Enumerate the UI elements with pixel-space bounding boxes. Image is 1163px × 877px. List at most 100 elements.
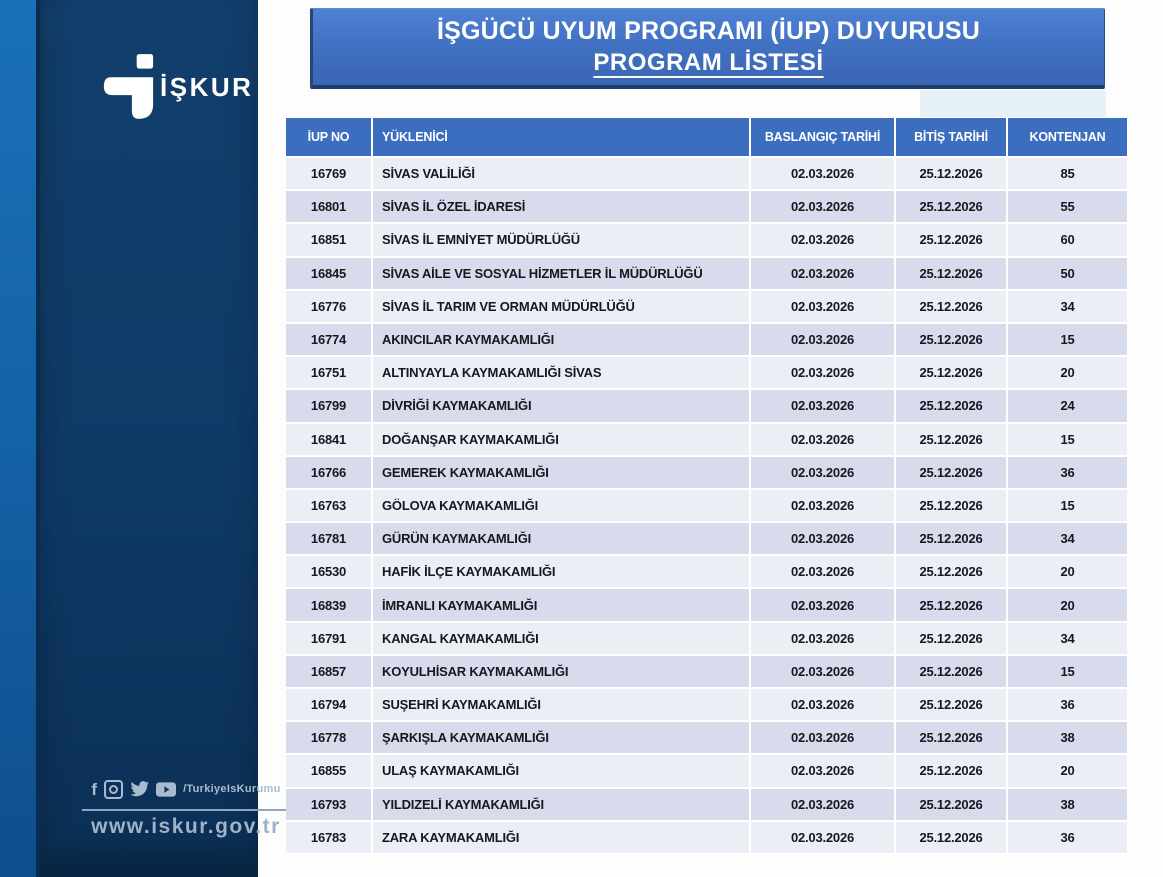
table-row: 16763 GÖLOVA KAYMAKAMLIĞI 02.03.2026 25.12.… [286, 489, 1127, 522]
social-icons-row: f /TurkiyeIsKurumu [80, 778, 292, 800]
table-row: 16751 ALTINYAYLA KAYMAKAMLIĞI SİVAS 02.03.… [286, 357, 1127, 389]
yuklenici-cell: SİVAS İL TARIM VE ORMAN MÜDÜRLÜĞÜ [373, 290, 749, 322]
baslangic-tarihi-cell: 02.03.2026 [751, 290, 894, 322]
yuklenici-cell: SİVAS AİLE VE SOSYAL HİZMETLER İL MÜDÜRL… [373, 257, 749, 289]
kontenjan-cell: 36 [1008, 456, 1127, 488]
kontenjan-cell: 34 [1008, 523, 1127, 555]
iup-no-cell: 16774 [286, 323, 371, 356]
bitis-tarihi-cell: 25.12.2026 [896, 390, 1006, 422]
bitis-tarihi-cell: 25.12.2026 [896, 456, 1006, 488]
column-header-4: KONTENJAN [1008, 118, 1127, 156]
baslangic-tarihi-cell: 02.03.2026 [751, 655, 894, 687]
bitis-tarihi-cell: 25.12.2026 [896, 655, 1006, 687]
yuklenici-cell: HAFİK İLÇE KAYMAKAMLIĞI [373, 556, 749, 588]
youtube-icon [156, 781, 177, 797]
kontenjan-cell: 36 [1008, 821, 1127, 853]
iup-no-cell: 16751 [286, 357, 371, 389]
table-body: 16769 SİVAS VALİLİĞİ 02.03.2026 25.12.2026 8… [286, 158, 1127, 853]
column-header-1: YÜKLENİCİ [373, 118, 749, 156]
iskur-logo-text: İŞKUR [160, 72, 254, 102]
baslangic-tarihi-cell: 02.03.2026 [751, 390, 894, 422]
kontenjan-cell: 34 [1008, 622, 1127, 654]
facebook-icon: f [91, 779, 98, 799]
yuklenici-cell: SİVAS VALİLİĞİ [373, 158, 749, 190]
iup-no-cell: 16791 [286, 622, 371, 654]
decor-light-strip [920, 90, 1106, 117]
kontenjan-cell: 20 [1008, 755, 1127, 787]
kontenjan-cell: 60 [1008, 224, 1127, 256]
table-row: 16781 GÜRÜN KAYMAKAMLIĞI 02.03.2026 25.12.2… [286, 523, 1127, 555]
bitis-tarihi-cell: 25.12.2026 [896, 556, 1006, 588]
iup-no-cell: 16855 [286, 755, 371, 787]
kontenjan-cell: 55 [1008, 191, 1127, 223]
iup-no-cell: 16793 [286, 788, 371, 820]
baslangic-tarihi-cell: 02.03.2026 [751, 622, 894, 654]
table-row: 16791 KANGAL KAYMAKAMLIĞI 02.03.2026 25.12.… [286, 622, 1127, 654]
baslangic-tarihi-cell: 02.03.2026 [751, 722, 894, 754]
sidebar-panel: İŞKUR f /TurkiyeIsKurumu www.iskur.gov.t… [36, 0, 290, 877]
baslangic-tarihi-cell: 02.03.2026 [751, 158, 894, 190]
bitis-tarihi-cell: 25.12.2026 [896, 158, 1006, 190]
table-row: 16801 SİVAS İL ÖZEL İDARESİ 02.03.2026 25.1… [286, 191, 1127, 223]
table-row: 16799 DİVRİĞİ KAYMAKAMLIĞI 02.03.2026 25.12… [286, 390, 1127, 422]
bitis-tarihi-cell: 25.12.2026 [896, 290, 1006, 322]
baslangic-tarihi-cell: 02.03.2026 [751, 589, 894, 621]
bitis-tarihi-cell: 25.12.2026 [896, 755, 1006, 787]
yuklenici-cell: GÜRÜN KAYMAKAMLIĞI [373, 523, 749, 555]
baslangic-tarihi-cell: 02.03.2026 [751, 523, 894, 555]
table-row: 16778 ŞARKIŞLA KAYMAKAMLIĞI 02.03.2026 25.1… [286, 722, 1127, 754]
kontenjan-cell: 36 [1008, 689, 1127, 721]
yuklenici-cell: ALTINYAYLA KAYMAKAMLIĞI SİVAS [373, 357, 749, 389]
kontenjan-cell: 34 [1008, 290, 1127, 322]
baslangic-tarihi-cell: 02.03.2026 [751, 821, 894, 853]
kontenjan-cell: 15 [1008, 323, 1127, 356]
kontenjan-cell: 85 [1008, 158, 1127, 190]
table-header: İUP NO YÜKLENİCİ BASLANGIÇ TARİHİ BİTİŞ TAR… [286, 118, 1127, 156]
table-row: 16783 ZARA KAYMAKAMLIĞI 02.03.2026 25.12.20… [286, 821, 1127, 853]
iup-no-cell: 16851 [286, 224, 371, 256]
iup-no-cell: 16794 [286, 689, 371, 721]
baslangic-tarihi-cell: 02.03.2026 [751, 423, 894, 455]
iup-no-cell: 16783 [286, 821, 371, 853]
table-row: 16769 SİVAS VALİLİĞİ 02.03.2026 25.12.2026 8… [286, 158, 1127, 190]
iup-no-cell: 16841 [286, 423, 371, 455]
table-row: 16774 AKINCILAR KAYMAKAMLIĞI 02.03.2026 25.… [286, 323, 1127, 356]
announcement-banner: İŞGÜCÜ UYUM PROGRAMI (İUP) DUYURUSU PROG… [310, 8, 1105, 89]
bitis-tarihi-cell: 25.12.2026 [896, 489, 1006, 522]
twitter-icon [130, 781, 150, 797]
yuklenici-cell: GEMEREK KAYMAKAMLIĞI [373, 456, 749, 488]
sidebar-accent-strip [0, 0, 36, 877]
baslangic-tarihi-cell: 02.03.2026 [751, 489, 894, 522]
table-row: 16766 GEMEREK KAYMAKAMLIĞI 02.03.2026 25.12… [286, 456, 1127, 488]
column-header-3: BİTİŞ TARİHİ [896, 118, 1006, 156]
program-list-table: İUP NO YÜKLENİCİ BASLANGIÇ TARİHİ BİTİŞ TAR… [286, 118, 1127, 855]
table-row: 16839 İMRANLI KAYMAKAMLIĞI 02.03.2026 25.12… [286, 589, 1127, 621]
yuklenici-cell: SİVAS İL ÖZEL İDARESİ [373, 191, 749, 223]
iup-no-cell: 16845 [286, 257, 371, 289]
bitis-tarihi-cell: 25.12.2026 [896, 523, 1006, 555]
bitis-tarihi-cell: 25.12.2026 [896, 788, 1006, 820]
kontenjan-cell: 38 [1008, 788, 1127, 820]
social-handle: /TurkiyeIsKurumu [183, 783, 281, 795]
yuklenici-cell: YILDIZELİ KAYMAKAMLIĞI [373, 788, 749, 820]
kontenjan-cell: 50 [1008, 257, 1127, 289]
bitis-tarihi-cell: 25.12.2026 [896, 821, 1006, 853]
table-row: 16855 ULAŞ KAYMAKAMLIĞI 02.03.2026 25.12.20… [286, 755, 1127, 787]
table-row: 16845 SİVAS AİLE VE SOSYAL HİZMETLER İL M… [286, 257, 1127, 289]
bitis-tarihi-cell: 25.12.2026 [896, 689, 1006, 721]
iup-no-cell: 16766 [286, 456, 371, 488]
bitis-tarihi-cell: 25.12.2026 [896, 191, 1006, 223]
table-row: 16776 SİVAS İL TARIM VE ORMAN MÜDÜRLÜĞÜ 02… [286, 290, 1127, 322]
bitis-tarihi-cell: 25.12.2026 [896, 722, 1006, 754]
kontenjan-cell: 24 [1008, 390, 1127, 422]
yuklenici-cell: AKINCILAR KAYMAKAMLIĞI [373, 323, 749, 356]
iup-no-cell: 16530 [286, 556, 371, 588]
iskur-logo: İŞKUR [96, 46, 286, 126]
baslangic-tarihi-cell: 02.03.2026 [751, 257, 894, 289]
yuklenici-cell: GÖLOVA KAYMAKAMLIĞI [373, 489, 749, 522]
yuklenici-cell: ZARA KAYMAKAMLIĞI [373, 821, 749, 853]
kontenjan-cell: 15 [1008, 423, 1127, 455]
iskur-logo-icon [103, 54, 154, 119]
yuklenici-cell: İMRANLI KAYMAKAMLIĞI [373, 589, 749, 621]
banner-subtitle: PROGRAM LİSTESİ [593, 49, 824, 76]
